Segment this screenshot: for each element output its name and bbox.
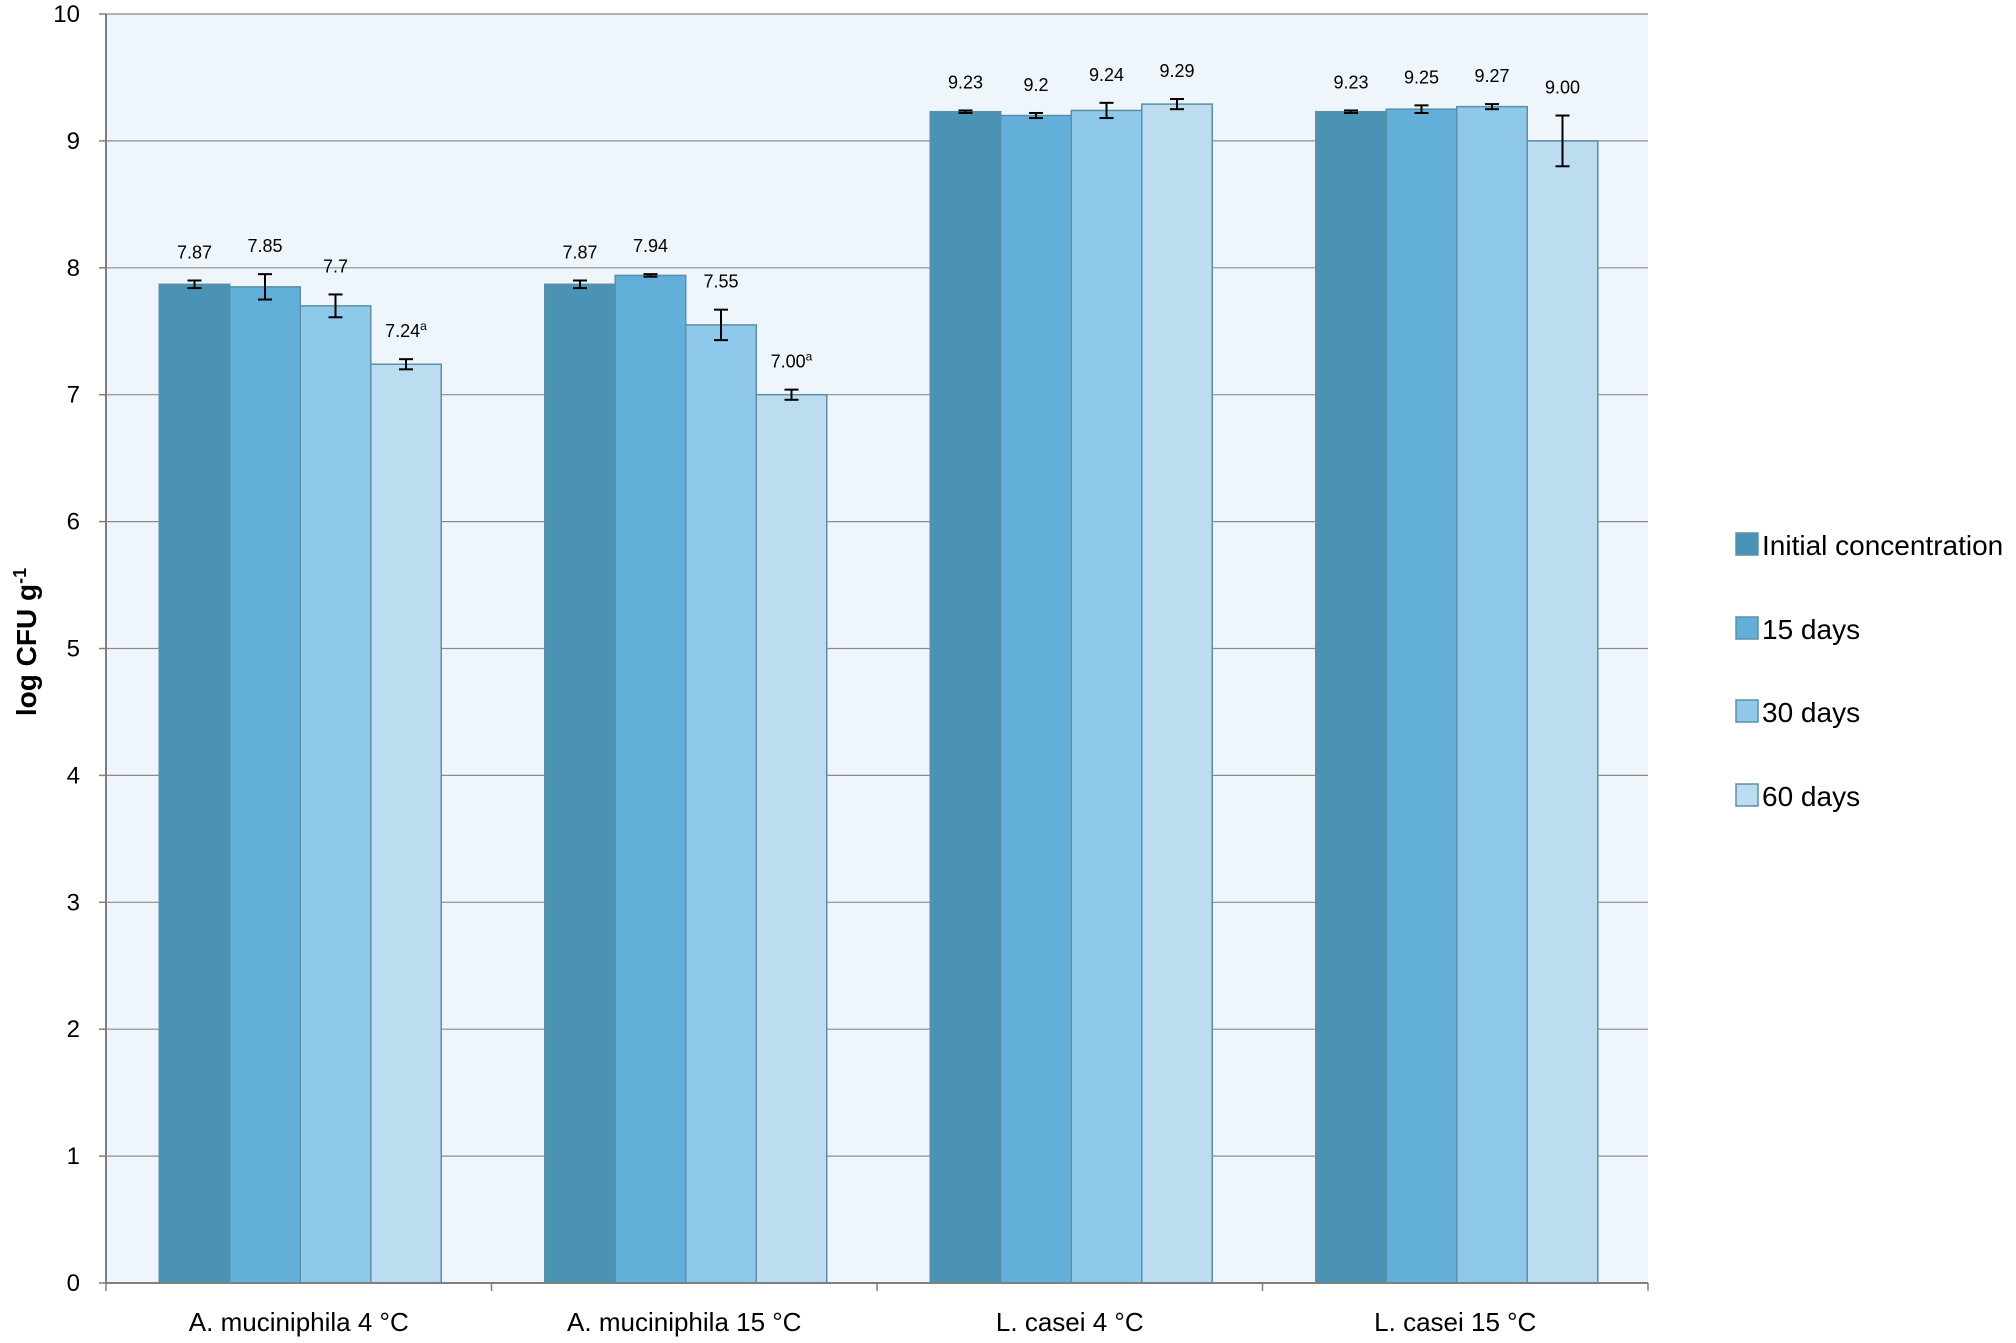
bar — [930, 112, 1001, 1283]
legend-swatch — [1736, 533, 1758, 555]
data-label-value: 7.94 — [633, 236, 668, 256]
data-label: 9.25 — [1404, 67, 1439, 87]
data-label: 9.23 — [948, 72, 983, 92]
x-category-label: A. muciniphila 4 °C — [189, 1307, 409, 1337]
bar — [686, 325, 757, 1283]
data-label-value: 7.85 — [247, 236, 282, 256]
y-axis-label-text: log CFU g — [11, 584, 42, 716]
x-category-label: L. casei 15 °C — [1374, 1307, 1536, 1337]
bar — [615, 275, 686, 1283]
legend-label: Initial concentration — [1762, 530, 2003, 561]
y-tick-label: 6 — [67, 509, 80, 536]
data-label-value: 7.87 — [562, 242, 597, 262]
bar — [230, 287, 301, 1283]
y-axis-label: log CFU g-1 — [10, 568, 42, 716]
y-tick-labels: 0 1 2 3 4 5 6 7 8 9 10 — [53, 1, 80, 1297]
y-tick-label: 10 — [53, 1, 80, 28]
data-label-value: 7.55 — [703, 272, 738, 292]
data-label: 7.94 — [633, 236, 668, 256]
y-axis-label-superscript: -1 — [10, 568, 30, 584]
bar — [1386, 109, 1457, 1283]
bar — [371, 364, 442, 1283]
bar — [545, 284, 616, 1283]
data-label: 7.7 — [323, 256, 348, 276]
legend-label: 30 days — [1762, 697, 1860, 728]
x-category-label: L. casei 4 °C — [996, 1307, 1144, 1337]
data-label-value: 7.87 — [177, 242, 212, 262]
bar — [159, 284, 230, 1283]
y-tick-label: 1 — [67, 1143, 80, 1170]
data-label: 9.2 — [1023, 75, 1048, 95]
y-tick-label: 8 — [67, 255, 80, 282]
data-label-value: 9.2 — [1023, 75, 1048, 95]
data-label: 9.29 — [1159, 61, 1194, 81]
data-label-value: 7.7 — [323, 256, 348, 276]
data-label-value: 9.23 — [1333, 72, 1368, 92]
data-label: 9.23 — [1333, 72, 1368, 92]
data-label: 7.87 — [177, 242, 212, 262]
y-tick-label: 3 — [67, 889, 80, 916]
legend-swatch — [1736, 617, 1758, 639]
data-label-value: 9.27 — [1474, 66, 1509, 86]
bar — [1527, 141, 1598, 1283]
y-tick-label: 9 — [67, 128, 80, 155]
data-label: 7.85 — [247, 236, 282, 256]
y-tick-label: 0 — [67, 1270, 80, 1297]
bar — [1001, 116, 1072, 1283]
bar — [1142, 104, 1213, 1283]
bar — [1457, 107, 1528, 1283]
y-tick-label: 2 — [67, 1016, 80, 1043]
data-label-value: 9.00 — [1545, 78, 1580, 98]
data-label-value: 9.24 — [1089, 65, 1124, 85]
data-label-value: 7.00 — [771, 352, 806, 372]
bar — [1071, 110, 1142, 1283]
data-label-superscript: a — [420, 319, 427, 333]
bar — [300, 306, 371, 1283]
legend-label: 15 days — [1762, 614, 1860, 645]
data-label: 9.00 — [1545, 78, 1580, 98]
bar — [756, 395, 827, 1283]
data-label: 7.87 — [562, 242, 597, 262]
data-label-value: 7.24 — [385, 321, 420, 341]
bar — [1316, 112, 1387, 1283]
y-tick-label: 5 — [67, 636, 80, 663]
y-tick-label: 7 — [67, 382, 80, 409]
data-label-value: 9.23 — [948, 72, 983, 92]
legend: Initial concentration 15 days 30 days 60 da… — [1736, 530, 2003, 812]
legend-swatch — [1736, 784, 1758, 806]
data-label: 9.24 — [1089, 65, 1124, 85]
data-label: 7.55 — [703, 272, 738, 292]
data-label-superscript: a — [806, 350, 813, 364]
data-label: 9.27 — [1474, 66, 1509, 86]
y-tick-label: 4 — [67, 762, 80, 789]
legend-swatch — [1736, 700, 1758, 722]
x-category-labels: A. muciniphila 4 °C A. muciniphila 15 °C L… — [189, 1307, 1537, 1337]
data-label-value: 9.29 — [1159, 61, 1194, 81]
legend-label: 60 days — [1762, 781, 1860, 812]
data-label-value: 9.25 — [1404, 67, 1439, 87]
x-category-label: A. muciniphila 15 °C — [567, 1307, 801, 1337]
